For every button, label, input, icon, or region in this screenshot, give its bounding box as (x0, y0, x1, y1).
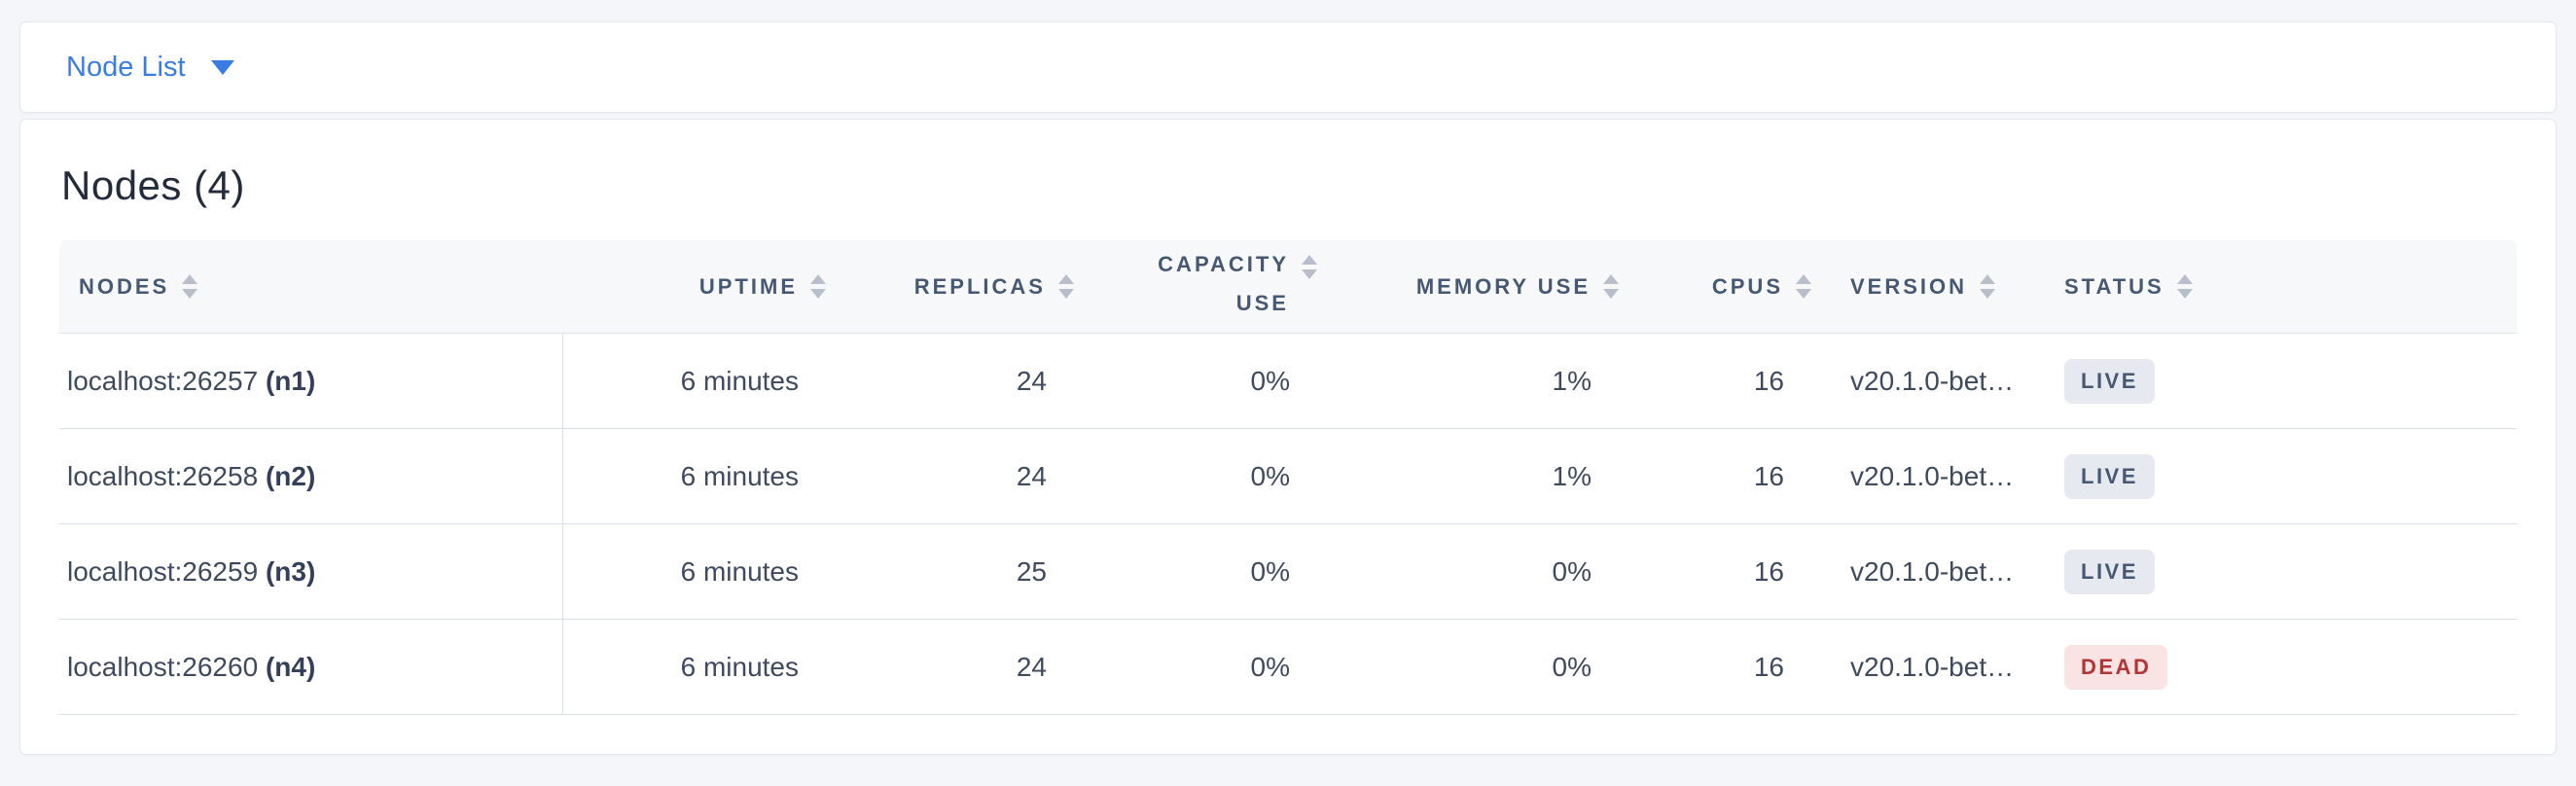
node-table: Nodes Uptime Replicas Capacity Use Memor… (59, 240, 2517, 715)
node-address-cell: localhost:26260 (n4) (59, 620, 563, 715)
capacity-use-cell: 0% (1074, 429, 1317, 524)
version-cell: v20.1.0-bet… (1811, 620, 2047, 715)
status-badge: LIVE (2064, 358, 2155, 404)
uptime-cell: 6 minutes (563, 429, 826, 524)
sort-icon (810, 274, 826, 299)
section-nav-bar: Node List (19, 21, 2557, 113)
nodes-panel: Nodes (4) Nodes Uptime Replicas Capacity… (19, 119, 2557, 755)
column-header-version[interactable]: Version (1811, 240, 2047, 334)
status-badge: LIVE (2064, 549, 2155, 594)
status-badge: DEAD (2064, 644, 2168, 690)
node-id: (n1) (265, 365, 316, 396)
capacity-use-cell: 0% (1074, 524, 1317, 620)
status-cell: LIVE (2047, 429, 2517, 524)
column-header-status[interactable]: Status (2047, 240, 2517, 334)
status-cell: DEAD (2047, 620, 2517, 715)
replicas-cell: 24 (826, 334, 1074, 429)
node-id: (n4) (265, 651, 316, 682)
column-header-nodes[interactable]: Nodes (59, 240, 563, 334)
sort-icon (1980, 274, 1996, 299)
node-address-cell: localhost:26258 (n2) (59, 429, 563, 524)
sort-icon (1603, 274, 1619, 299)
node-address-cell: localhost:26257 (n1) (59, 334, 563, 429)
node-id: (n2) (265, 460, 316, 491)
node-id: (n3) (265, 555, 316, 587)
sort-icon (1796, 274, 1811, 299)
table-header-row: Nodes Uptime Replicas Capacity Use Memor… (59, 240, 2517, 334)
sort-icon (2176, 274, 2193, 299)
column-header-cpus[interactable]: CPUs (1619, 240, 1811, 334)
column-header-capacity-use[interactable]: Capacity Use (1074, 240, 1317, 334)
status-cell: LIVE (2047, 334, 2517, 429)
cpus-cell: 16 (1619, 429, 1811, 524)
memory-use-cell: 0% (1317, 524, 1619, 620)
table-row-node-3[interactable]: localhost:26259 (n3) 6 minutes 25 0% 0% … (59, 524, 2517, 620)
caret-down-icon (210, 59, 234, 75)
uptime-cell: 6 minutes (563, 524, 826, 620)
uptime-cell: 6 minutes (563, 620, 826, 715)
capacity-use-cell: 0% (1074, 334, 1317, 429)
memory-use-cell: 1% (1317, 334, 1619, 429)
replicas-cell: 24 (826, 620, 1074, 715)
sort-icon (1302, 254, 1317, 279)
column-header-memory-use[interactable]: Memory Use (1317, 240, 1619, 334)
version-cell: v20.1.0-bet… (1811, 429, 2047, 524)
column-header-replicas[interactable]: Replicas (826, 240, 1074, 334)
version-cell: v20.1.0-bet… (1811, 524, 2047, 620)
sort-icon (1058, 274, 1074, 299)
cpus-cell: 16 (1619, 524, 1811, 620)
column-header-uptime[interactable]: Uptime (563, 240, 826, 334)
memory-use-cell: 0% (1317, 620, 1619, 715)
table-row-node-1[interactable]: localhost:26257 (n1) 6 minutes 24 0% 1% … (59, 334, 2517, 429)
replicas-cell: 25 (826, 524, 1074, 620)
page-title: Nodes (4) (61, 162, 245, 208)
capacity-use-cell: 0% (1074, 620, 1317, 715)
table-row-node-4[interactable]: localhost:26260 (n4) 6 minutes 24 0% 0% … (59, 620, 2517, 715)
replicas-cell: 24 (826, 429, 1074, 524)
cpus-cell: 16 (1619, 620, 1811, 715)
node-address-cell: localhost:26259 (n3) (59, 524, 563, 620)
uptime-cell: 6 minutes (563, 334, 826, 429)
node-list-dropdown-label: Node List (66, 51, 186, 83)
version-cell: v20.1.0-bet… (1811, 334, 2047, 429)
cpus-cell: 16 (1619, 334, 1811, 429)
sort-icon (182, 274, 198, 299)
node-list-dropdown[interactable]: Node List (66, 52, 234, 84)
status-cell: LIVE (2047, 524, 2517, 620)
status-badge: LIVE (2064, 453, 2155, 499)
memory-use-cell: 1% (1317, 429, 1619, 524)
table-row-node-2[interactable]: localhost:26258 (n2) 6 minutes 24 0% 1% … (59, 429, 2517, 524)
